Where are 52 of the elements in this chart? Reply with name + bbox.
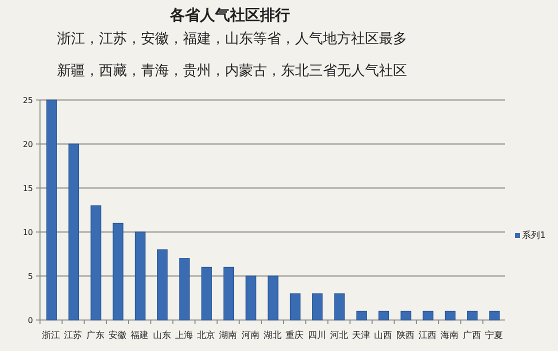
x-tick-label: 陕西 (396, 330, 414, 341)
x-tick-label: 湖北 (264, 330, 282, 341)
bar (201, 266, 212, 320)
bar (46, 100, 57, 320)
x-tick-label: 重庆 (286, 330, 304, 341)
x-tick-label: 河北 (330, 330, 348, 341)
bar (378, 310, 390, 320)
y-tick-label: 5 (28, 272, 33, 281)
text: 新疆，西藏，青海，贵州，内蒙古，东北三省无人气社区 (57, 63, 407, 79)
x-tick-label: 海南 (440, 330, 459, 341)
x-tick-label: 广西 (462, 330, 481, 341)
bar (157, 249, 168, 320)
bar (112, 222, 124, 320)
bar (467, 310, 478, 320)
x-tick-label: 河南 (241, 330, 260, 341)
y-tick-label: 15 (22, 184, 33, 193)
bar (179, 258, 190, 320)
x-tick-label: 宁夏 (484, 330, 503, 341)
bar (223, 266, 234, 320)
x-tick-label: 浙江 (42, 330, 60, 341)
bar (68, 144, 80, 320)
x-tick-label: 福建 (130, 330, 149, 341)
bar (489, 310, 500, 320)
x-tick-label: 江苏 (64, 330, 82, 341)
bar (268, 276, 278, 320)
bar (312, 293, 323, 320)
x-tick-label: 四川 (308, 330, 326, 341)
x-tick-label: 湖南 (219, 330, 238, 341)
y-tick-label: 10 (22, 228, 33, 237)
chart-title: 各省人气社区排行 (169, 6, 290, 24)
chart-subtitle: 浙江，江苏，安徽，福建，山东等省，人气地方社区最多 (57, 31, 407, 47)
bar (246, 276, 256, 320)
y-tick-label: 25 (22, 96, 33, 105)
x-tick-label: 天津 (352, 330, 370, 341)
bar (422, 310, 434, 320)
y-tick-label: 20 (22, 140, 33, 149)
bar (334, 293, 345, 320)
x-tick-label: 山西 (374, 330, 392, 341)
bar (400, 310, 412, 320)
bar (134, 232, 146, 320)
x-tick-label: 广东 (86, 330, 104, 341)
bar (356, 310, 367, 320)
bar (90, 205, 102, 320)
legend-label: 系列1 (522, 230, 546, 241)
x-tick-label: 安徽 (108, 330, 126, 341)
y-tick-label: 0 (28, 316, 33, 325)
x-tick-label: 江西 (418, 330, 436, 341)
x-tick-label: 上海 (174, 330, 193, 341)
bar (290, 293, 300, 320)
x-tick-label: 北京 (197, 330, 216, 341)
bar (444, 310, 456, 320)
x-tick-label: 山东 (152, 330, 171, 341)
